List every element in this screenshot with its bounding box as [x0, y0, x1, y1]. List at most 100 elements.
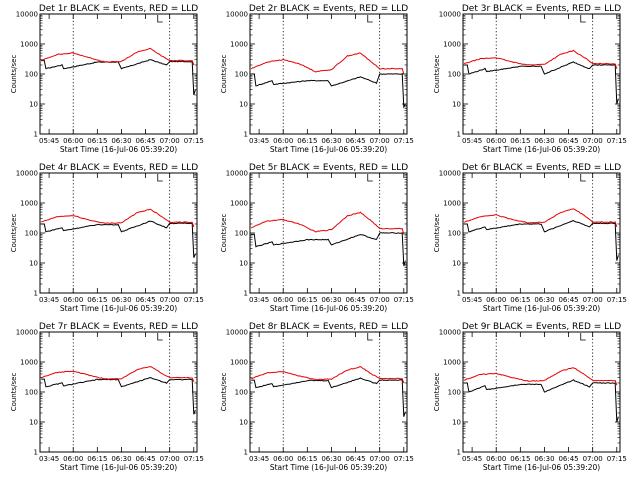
x-tick-label: 06:30 [111, 137, 131, 145]
x-tick-label: 07:00 [160, 455, 180, 463]
x-tick-label: 06:30 [534, 137, 554, 145]
x-tick-label: 06:00 [273, 296, 293, 304]
y-tick-label: 1000 [443, 41, 461, 49]
x-tick-label: 07:15 [184, 455, 204, 463]
events-series-line [41, 220, 196, 258]
y-tick-label: 100 [448, 71, 461, 79]
marker-glyph [580, 333, 586, 341]
x-tick-label: 05:45 [462, 296, 482, 304]
marker-glyph [580, 15, 586, 23]
x-tick-label: 06:15 [297, 455, 317, 463]
x-tick-label: 03:45 [39, 296, 59, 304]
x-tick-label: 06:45 [558, 137, 578, 145]
y-tick-label: 100 [25, 389, 38, 397]
x-tick-label: 07:15 [607, 296, 627, 304]
y-tick-label: 10000 [16, 170, 38, 178]
plot-frame [462, 172, 621, 294]
panel-title: Det 8r BLACK = Events, RED = LLD [249, 322, 408, 332]
y-tick-label: 10 [239, 101, 248, 109]
x-tick-label: 06:15 [297, 137, 317, 145]
x-tick-label: 06:00 [273, 137, 293, 145]
y-tick-label: 1000 [443, 200, 461, 208]
x-tick-label: 06:30 [111, 455, 131, 463]
marker-glyph [157, 15, 163, 23]
x-tick-label: 06:30 [321, 455, 341, 463]
x-axis-label: Start Time (16-Jul-06 05:39:20) [483, 304, 600, 313]
lld-series-line [41, 208, 195, 228]
x-tick-label: 07:15 [184, 137, 204, 145]
x-tick-label: 06:15 [87, 137, 107, 145]
x-tick-label: 07:00 [160, 296, 180, 304]
y-tick-label: 10 [29, 260, 38, 268]
y-tick-label: 10 [239, 260, 248, 268]
x-tick-label: 06:45 [345, 137, 365, 145]
y-tick-label: 10000 [16, 329, 38, 337]
y-tick-label: 10000 [226, 170, 248, 178]
x-tick-label: 06:15 [297, 296, 317, 304]
y-tick-label: 10 [29, 101, 38, 109]
x-tick-label: 06:00 [486, 137, 506, 145]
panel-6: Det 6r BLACK = Events, RED = LLD 1 10 100 10… [433, 163, 627, 313]
x-tick-label: 07:00 [583, 455, 603, 463]
y-tick-label: 1000 [230, 359, 248, 367]
y-tick-label: 10000 [439, 329, 461, 337]
x-tick-label: 03:45 [249, 455, 269, 463]
x-tick-label: 06:30 [321, 137, 341, 145]
lld-series-line [463, 49, 618, 69]
x-tick-label: 07:00 [583, 137, 603, 145]
y-tick-label: 1000 [20, 41, 38, 49]
x-tick-label: 06:15 [510, 137, 530, 145]
x-tick-label: 05:45 [462, 455, 482, 463]
x-tick-label: 07:00 [583, 296, 603, 304]
x-tick-label: 06:00 [63, 455, 83, 463]
y-axis-label: Counts/sec [10, 55, 18, 94]
y-tick-label: 1 [457, 290, 461, 298]
y-tick-label: 1 [457, 449, 461, 457]
x-tick-label: 03:45 [249, 296, 269, 304]
lld-series-line [251, 366, 405, 384]
x-tick-label: 06:00 [63, 296, 83, 304]
marker-glyph [367, 15, 373, 23]
panel-2: Det 2r BLACK = Events, RED = LLD 1 10 100 10… [220, 4, 414, 154]
x-tick-label: 07:15 [394, 137, 414, 145]
y-tick-label: 10 [452, 260, 461, 268]
x-tick-label: 05:45 [39, 137, 59, 145]
x-axis-label: Start Time (16-Jul-06 05:39:20) [270, 304, 387, 313]
plot-frame [462, 13, 621, 135]
y-tick-label: 10000 [226, 329, 248, 337]
y-axis-label: Counts/sec [10, 214, 18, 253]
events-series-line [251, 232, 406, 267]
y-tick-label: 100 [235, 71, 248, 79]
y-tick-label: 1 [457, 131, 461, 139]
x-axis-label: Start Time (16-Jul-06 05:39:20) [60, 145, 177, 154]
y-tick-label: 100 [25, 230, 38, 238]
plot-frame [39, 172, 198, 294]
y-axis-label: Counts/sec [433, 55, 441, 94]
x-tick-label: 03:45 [39, 455, 59, 463]
lld-series-line [40, 47, 195, 66]
panel-title: Det 6r BLACK = Events, RED = LLD [462, 163, 621, 173]
x-tick-label: 07:00 [160, 137, 180, 145]
marker-glyph [580, 174, 586, 182]
y-tick-label: 10 [239, 419, 248, 427]
lld-series-line [250, 52, 405, 75]
events-series-line [41, 59, 196, 96]
y-tick-label: 1000 [443, 359, 461, 367]
x-tick-label: 07:15 [607, 137, 627, 145]
y-tick-label: 10000 [226, 11, 248, 19]
y-tick-label: 1000 [20, 200, 38, 208]
x-tick-label: 06:45 [135, 296, 155, 304]
x-tick-label: 06:30 [111, 296, 131, 304]
panel-1: Det 1r BLACK = Events, RED = LLD 1 10 100 10… [10, 4, 204, 154]
panel-5: Det 5r BLACK = Events, RED = LLD 1 10 100 10… [220, 163, 414, 313]
y-tick-label: 10 [452, 419, 461, 427]
panel-title: Det 2r BLACK = Events, RED = LLD [249, 4, 408, 14]
marker-glyph [157, 174, 163, 182]
y-tick-label: 100 [235, 389, 248, 397]
y-tick-label: 1 [34, 449, 38, 457]
y-tick-label: 10000 [439, 11, 461, 19]
plot-frame [249, 331, 408, 453]
x-axis-label: Start Time (16-Jul-06 05:39:20) [483, 463, 600, 472]
x-axis-label: Start Time (16-Jul-06 05:39:20) [60, 463, 177, 472]
events-series-line [464, 61, 619, 105]
